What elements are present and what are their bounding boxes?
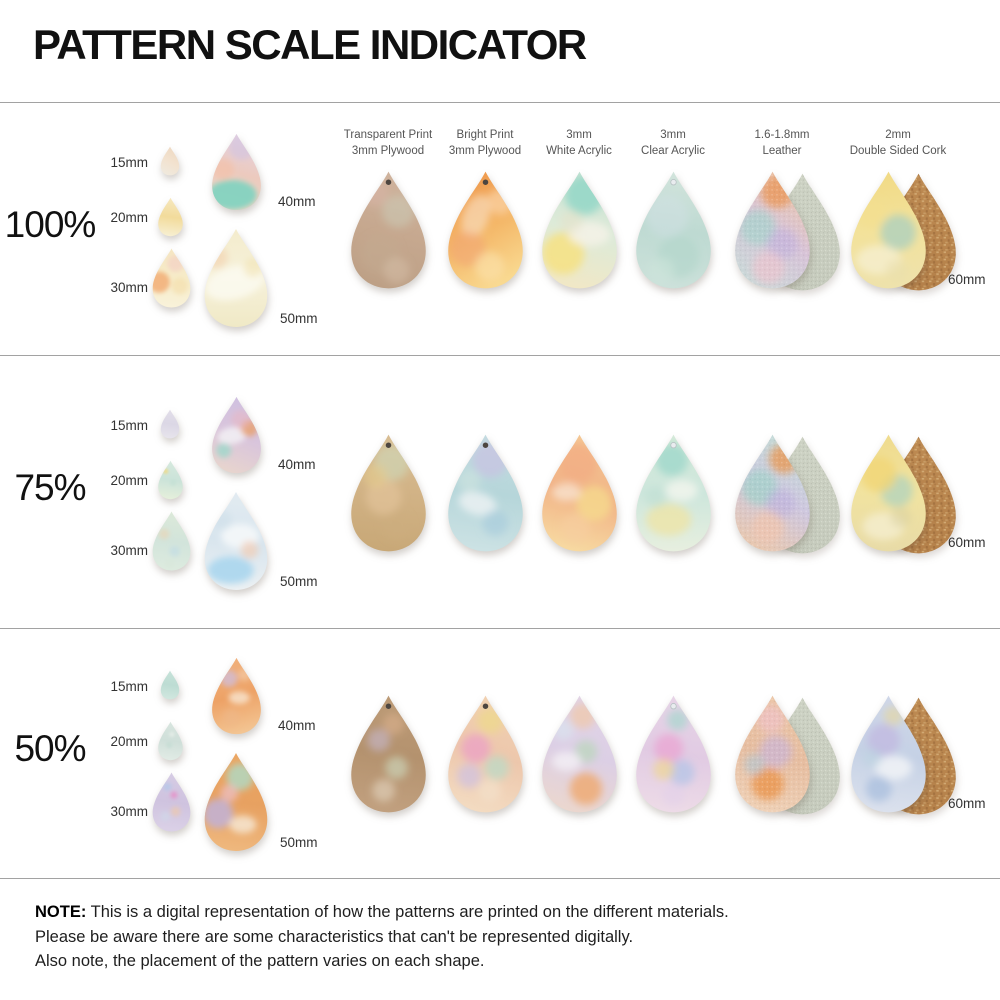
size-label-40mm: 40mm — [278, 718, 316, 733]
scale-row-75: 75% 15mm 20mm 30mm 40mm 50mm 60mm — [0, 355, 1000, 629]
size-label-50mm: 50mm — [280, 835, 318, 850]
note-label: NOTE: — [35, 903, 87, 921]
note-line-1: NOTE: This is a digital representation o… — [35, 903, 729, 921]
size-60mm-label: 60mm — [948, 534, 986, 550]
teardrop-40mm — [210, 395, 263, 475]
teardrop-bright-plywood — [445, 693, 526, 815]
size-label-20mm: 20mm — [110, 209, 148, 225]
teardrop-bright-plywood — [445, 169, 526, 291]
size-label-40mm: 40mm — [278, 193, 316, 209]
teardrop-white-acrylic — [539, 693, 620, 815]
size-reference-group: 15mm 20mm 30mm 40mm 50mm — [0, 393, 330, 593]
teardrop-clear-acrylic — [633, 693, 714, 815]
teardrop-30mm — [151, 510, 192, 572]
teardrop-transparent-plywood — [348, 169, 429, 291]
size-label-15mm: 15mm — [110, 154, 148, 170]
page-title: PATTERN SCALE INDICATOR — [33, 21, 587, 68]
teardrop-cork — [848, 432, 929, 554]
size-label-20mm: 20mm — [110, 734, 148, 749]
teardrop-clear-acrylic — [633, 432, 714, 554]
teardrop-15mm — [160, 409, 180, 439]
teardrop-30mm — [151, 247, 192, 309]
teardrop-leather — [732, 432, 813, 554]
note-section: NOTE: This is a digital representation o… — [0, 878, 1000, 975]
teardrop-20mm — [157, 197, 184, 237]
size-label-50mm: 50mm — [280, 310, 318, 326]
teardrop-50mm — [202, 751, 270, 853]
size-label-20mm: 20mm — [110, 472, 148, 488]
column-header-transparent-plywood: Transparent Print 3mm Plywood — [343, 129, 433, 158]
column-header-bright-plywood: Bright Print 3mm Plywood — [448, 129, 522, 158]
size-reference-group: 15mm 20mm 30mm 40mm 50mm — [0, 130, 330, 330]
teardrop-30mm — [151, 771, 192, 833]
teardrop-20mm — [157, 721, 184, 761]
size-60mm-label: 60mm — [948, 796, 986, 811]
teardrop-40mm — [210, 132, 263, 212]
size-label-50mm: 50mm — [280, 573, 318, 589]
column-header-clear-acrylic: 3mm Clear Acrylic — [641, 129, 705, 158]
scale-percent-label: 50% — [14, 728, 86, 769]
column-header-cork: 2mm Double Sided Cork — [849, 129, 947, 158]
size-60mm-label: 60mm — [948, 271, 986, 287]
teardrop-15mm — [160, 146, 180, 176]
size-label-30mm: 30mm — [110, 804, 148, 819]
teardrop-50mm — [202, 490, 270, 592]
teardrop-cork — [848, 693, 929, 815]
material-samples-group: Transparent Print 3mm Plywood Bright Prin… — [330, 103, 1000, 356]
teardrop-leather — [732, 169, 813, 291]
teardrop-white-acrylic — [539, 432, 620, 554]
note-line-2: Please be aware there are some character… — [35, 927, 634, 946]
material-samples-group: 60mm — [330, 629, 1000, 879]
column-header-white-acrylic: 3mm White Acrylic — [546, 129, 612, 158]
size-label-40mm: 40mm — [278, 456, 316, 472]
teardrop-15mm — [160, 670, 180, 700]
teardrop-50mm — [202, 227, 270, 329]
size-reference-group: 15mm 20mm 30mm 40mm 50mm — [0, 654, 330, 854]
teardrop-40mm — [210, 656, 263, 736]
scale-percent-label: 75% — [14, 466, 86, 508]
material-samples-group: 60mm — [330, 356, 1000, 629]
teardrop-leather — [732, 693, 813, 815]
size-label-15mm: 15mm — [110, 417, 148, 433]
teardrop-20mm — [157, 460, 184, 500]
column-header-leather: 1.6-1.8mm Leather — [754, 129, 810, 158]
teardrop-white-acrylic — [539, 169, 620, 291]
scale-row-50: 50% 15mm 20mm 30mm 40mm 50mm 60mm — [0, 628, 1000, 879]
teardrop-bright-plywood — [445, 432, 526, 554]
size-label-30mm: 30mm — [110, 542, 148, 558]
size-label-15mm: 15mm — [110, 679, 148, 694]
teardrop-transparent-plywood — [348, 693, 429, 815]
size-label-30mm: 30mm — [110, 279, 148, 295]
note-line-3: Also note, the placement of the pattern … — [35, 952, 485, 970]
teardrop-transparent-plywood — [348, 432, 429, 554]
scale-percent-label: 100% — [4, 203, 97, 245]
scale-row-100: 100% 15mm 20mm 30mm 40mm 50mm Transparen… — [0, 102, 1000, 356]
teardrop-cork — [848, 169, 929, 291]
teardrop-clear-acrylic — [633, 169, 714, 291]
